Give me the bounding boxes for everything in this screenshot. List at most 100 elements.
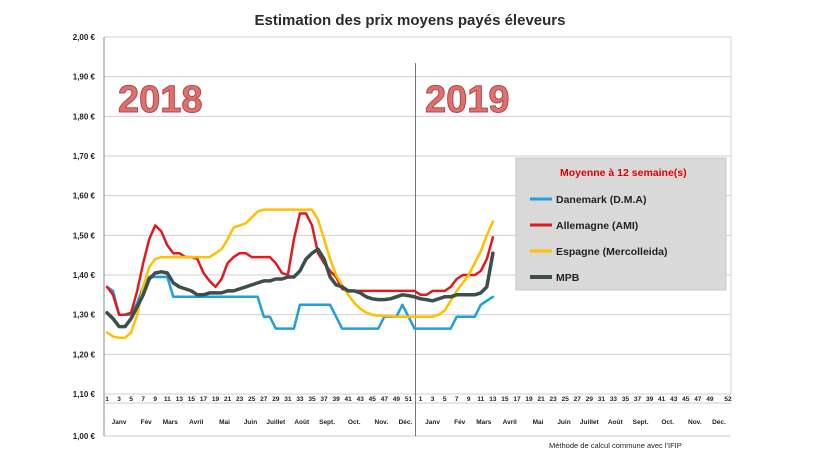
week-tick-label: 15 <box>501 396 509 403</box>
week-tick-label: 43 <box>670 396 678 403</box>
week-tick-label: 11 <box>164 396 171 403</box>
y-tick-label: 1,90 € <box>73 73 96 82</box>
week-tick-label: 7 <box>455 396 459 403</box>
month-label: Mars <box>476 419 492 426</box>
week-tick-label: 7 <box>141 396 145 403</box>
week-tick-label: 41 <box>658 396 666 403</box>
x-axis-ticks: 1 3 5 7 9 11 13 15 17 19 21 23 25 27 29 31 33 35 37 39 41 43 4… <box>105 396 732 426</box>
week-tick-label: 23 <box>550 396 558 403</box>
week-tick-label: 47 <box>381 396 389 403</box>
week-tick-label: 1 <box>105 396 109 403</box>
week-tick-label: 23 <box>236 396 244 403</box>
year-label: 2019 <box>425 79 510 121</box>
week-tick-label: 39 <box>646 396 654 403</box>
week-tick-label: 11 <box>477 396 484 403</box>
y-tick-label: 1,20 € <box>73 350 96 359</box>
month-label: Fév <box>454 419 466 426</box>
y-tick-label: 1,70 € <box>73 152 96 161</box>
week-tick-label: 3 <box>431 396 435 403</box>
week-tick-label: 27 <box>574 396 582 403</box>
legend-entries: Danemark (D.M.A) Allemagne (AMI) Espagne (… <box>530 194 667 284</box>
method-note: Méthode de calcul commune avec l'IFIP <box>549 441 682 450</box>
week-tick-label: 31 <box>598 396 606 403</box>
legend: Moyenne à 12 semaine(s) Danemark (D.M.A)… <box>515 157 727 291</box>
series-line <box>105 275 495 330</box>
week-tick-label: 3 <box>117 396 121 403</box>
y-tick-label: 1,10 € <box>73 390 96 399</box>
week-tick-label: 15 <box>188 396 196 403</box>
y-tick-label: 1,80 € <box>73 112 96 121</box>
legend-title: Moyenne à 12 semaine(s) <box>560 167 687 179</box>
week-tick-label: 19 <box>525 396 533 403</box>
month-label: Déc. <box>399 419 413 426</box>
week-tick-label: 13 <box>489 396 497 403</box>
series-line <box>105 212 495 316</box>
year-labels: 2018 2019 <box>118 79 511 122</box>
week-tick-label: 49 <box>706 396 714 403</box>
week-tick-label: 21 <box>537 396 545 403</box>
month-label: Juillet <box>580 419 600 426</box>
month-label: Sept. <box>319 419 335 426</box>
month-label: Août <box>294 419 310 426</box>
week-tick-label: 5 <box>129 396 133 403</box>
week-tick-label: 43 <box>357 396 365 403</box>
month-label: Janv <box>112 419 127 426</box>
month-label: Oct. <box>661 419 674 426</box>
legend-entry-label: Allemagne (AMI) <box>556 220 638 232</box>
week-tick-label: 45 <box>682 396 690 403</box>
week-tick-label: 37 <box>634 396 642 403</box>
month-label: Nov. <box>688 419 702 426</box>
week-tick-label: 45 <box>369 396 377 403</box>
grid <box>103 36 732 437</box>
month-label: Avril <box>189 419 203 426</box>
legend-entry-label: MPB <box>556 272 580 284</box>
legend-entry-label: Espagne (Mercolleida) <box>556 246 667 258</box>
y-tick-label: 2,00 € <box>73 33 96 42</box>
month-label: Déc. <box>712 419 726 426</box>
week-tick-label: 33 <box>610 396 618 403</box>
week-tick-label: 25 <box>562 396 570 403</box>
week-tick-label: 35 <box>622 396 630 403</box>
week-tick-label: 27 <box>260 396 268 403</box>
week-tick-label: 51 <box>405 396 413 403</box>
week-tick-label: 29 <box>272 396 280 403</box>
week-tick-label: 39 <box>332 396 340 403</box>
month-label: Oct. <box>348 419 361 426</box>
week-tick-label: 52 <box>724 396 732 403</box>
week-tick-label: 35 <box>308 396 316 403</box>
series-line <box>105 247 495 329</box>
week-tick-label: 9 <box>153 396 157 403</box>
week-tick-label: 13 <box>176 396 184 403</box>
month-label: Mai <box>219 419 230 426</box>
y-tick-label: 1,40 € <box>73 271 96 280</box>
chart-title: Estimation des prix moyens payés éleveur… <box>255 12 566 29</box>
legend-entry-label: Danemark (D.M.A) <box>556 194 646 206</box>
month-label: Sept. <box>633 419 649 426</box>
month-label: Avril <box>503 419 517 426</box>
month-label: Août <box>608 419 624 426</box>
series-layer <box>105 208 495 339</box>
week-tick-label: 19 <box>212 396 220 403</box>
week-tick-label: 37 <box>320 396 328 403</box>
week-tick-label: 9 <box>467 396 471 403</box>
week-tick-label: 17 <box>200 396 208 403</box>
y-tick-label: 1,60 € <box>73 192 96 201</box>
y-tick-label: 1,50 € <box>73 231 96 240</box>
month-label: Mars <box>163 419 179 426</box>
y-tick-label: 1,00 € <box>73 432 96 441</box>
year-label: 2018 <box>118 79 203 121</box>
y-axis-ticks: 2,00 € 1,90 € 1,80 € 1,70 € 1,60 € 1,50 € 1,40… <box>73 33 96 441</box>
month-label: Janv <box>425 419 440 426</box>
week-tick-label: 49 <box>393 396 401 403</box>
series-line <box>105 208 495 339</box>
y-tick-label: 1,30 € <box>73 311 96 320</box>
week-tick-label: 31 <box>284 396 292 403</box>
week-tick-label: 33 <box>296 396 304 403</box>
week-tick-label: 25 <box>248 396 256 403</box>
month-label: Juin <box>244 419 257 426</box>
week-tick-label: 29 <box>586 396 594 403</box>
legend-box <box>515 157 727 291</box>
week-tick-label: 21 <box>224 396 232 403</box>
week-tick-label: 1 <box>419 396 423 403</box>
